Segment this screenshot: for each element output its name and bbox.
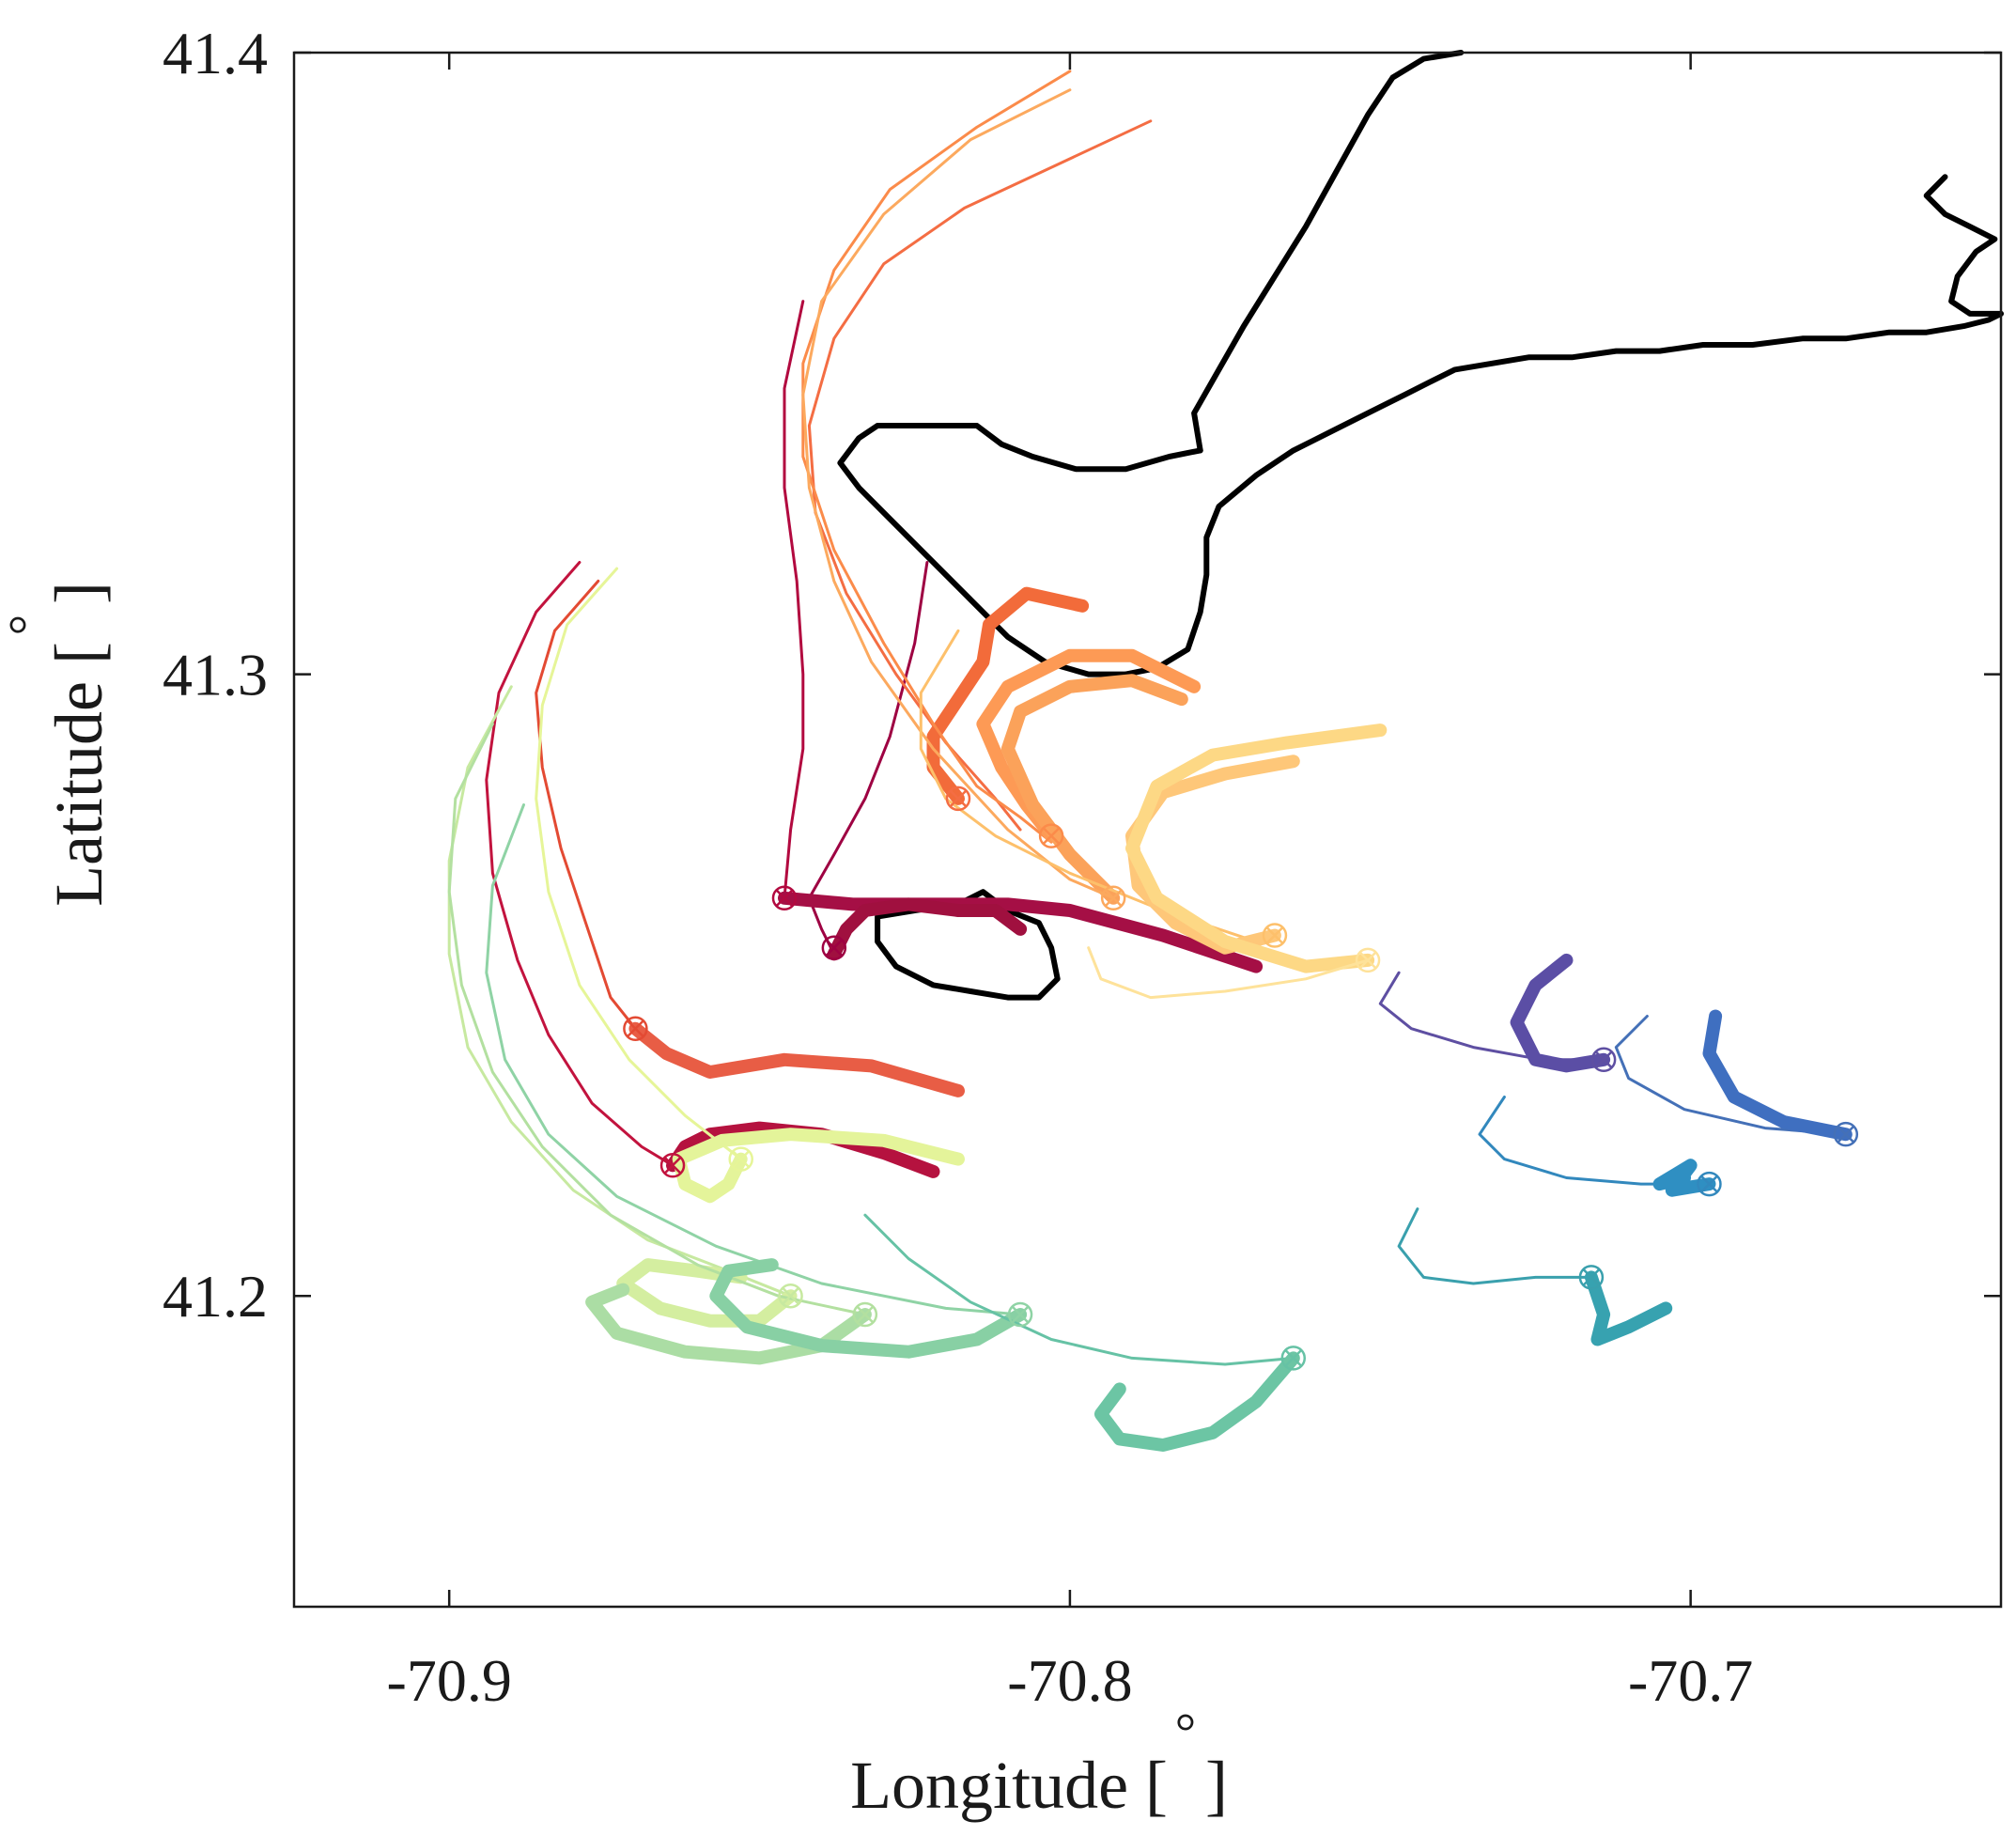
x-tick-label-1: -70.8	[1007, 1647, 1132, 1714]
release-marker-1	[771, 885, 798, 911]
x-axis-label: Longitude [ ° ]	[850, 1704, 1228, 1823]
release-marker-28	[1578, 1265, 1605, 1290]
release-marker-layer	[623, 786, 1859, 1371]
trajectory-14	[919, 629, 1258, 943]
y-axis-ticks: 41.2 41.3 41.4	[163, 20, 2001, 1330]
x-tick-label-0: -70.9	[387, 1647, 512, 1714]
trajectory-layer	[447, 70, 1853, 1452]
release-marker-34	[1590, 1047, 1617, 1073]
release-marker-20	[778, 1283, 803, 1309]
y-tick-label-1: 41.3	[163, 642, 268, 708]
x-axis-ticks: -70.9 -70.8 -70.7	[387, 53, 1753, 1714]
trajectory-17	[1087, 946, 1370, 1000]
trajectory-35	[1510, 953, 1611, 1073]
release-marker-8	[945, 786, 971, 812]
trajectory-26	[863, 1213, 1295, 1366]
release-marker-30	[1697, 1171, 1722, 1197]
trajectory-33	[1702, 1009, 1853, 1142]
release-marker-26	[1280, 1346, 1307, 1371]
trajectory-24	[485, 803, 1022, 1316]
y-axis-label-end: ]	[41, 582, 116, 604]
trajectory-4	[485, 561, 675, 1167]
trajectory-18	[535, 567, 743, 1161]
coastline-mainland-west	[837, 423, 1203, 677]
trajectory-7	[628, 1021, 965, 1097]
trajectory-6	[535, 579, 637, 1031]
coastline-mainland	[1123, 174, 2004, 677]
release-marker-13	[1100, 885, 1126, 911]
trajectory-21	[616, 1258, 798, 1328]
trajectory-13	[801, 88, 1115, 900]
trajectory-27	[1093, 1351, 1300, 1452]
y-tick-label-0: 41.2	[163, 1263, 268, 1330]
trajectory-2	[778, 891, 1264, 973]
release-marker-18	[728, 1146, 753, 1172]
trajectory-12	[1000, 674, 1188, 905]
trajectory-28	[1397, 1207, 1593, 1285]
trajectory-11	[976, 648, 1202, 843]
trajectory-20	[447, 685, 793, 1298]
x-axis-degree-symbol: °	[1175, 1704, 1196, 1762]
trajectory-22	[447, 723, 867, 1316]
trajectory-29	[1584, 1270, 1673, 1346]
y-axis-degree-symbol: °	[0, 615, 57, 635]
release-marker-22	[852, 1301, 878, 1328]
release-marker-4	[659, 1153, 686, 1178]
trajectory-16	[1125, 724, 1388, 973]
trajectory-30	[1478, 1096, 1711, 1186]
coastline-layer	[837, 50, 2004, 1001]
release-marker-10	[1038, 823, 1064, 848]
trajectory-32	[1614, 1015, 1848, 1136]
trajectory-31	[1652, 1159, 1716, 1197]
trajectory-5	[666, 1121, 940, 1178]
plot-frame	[292, 51, 2003, 1609]
release-marker-17	[1355, 947, 1381, 973]
release-marker-0	[821, 935, 847, 960]
release-marker-32	[1833, 1121, 1859, 1147]
trajectory-10	[801, 70, 1072, 844]
trajectory-9	[926, 586, 1090, 805]
trajectory-0	[807, 561, 929, 956]
y-axis-label: Latitude [ ° ]	[0, 582, 116, 907]
y-tick-label-2: 41.4	[163, 20, 268, 86]
y-axis-label-main: Latitude [	[41, 642, 116, 907]
trajectory-3	[827, 897, 1028, 961]
x-axis-label-main: Longitude [	[850, 1748, 1168, 1823]
x-axis-label-end: ]	[1205, 1748, 1228, 1823]
release-marker-14	[1262, 923, 1288, 948]
release-marker-6	[623, 1016, 648, 1041]
x-tick-label-2: -70.7	[1628, 1647, 1753, 1714]
trajectory-1	[783, 300, 805, 900]
coastline-mainland-north	[1191, 50, 1465, 454]
trajectory-34	[1378, 971, 1605, 1062]
release-marker-24	[1007, 1301, 1033, 1328]
trajectory-25	[709, 1258, 1028, 1359]
